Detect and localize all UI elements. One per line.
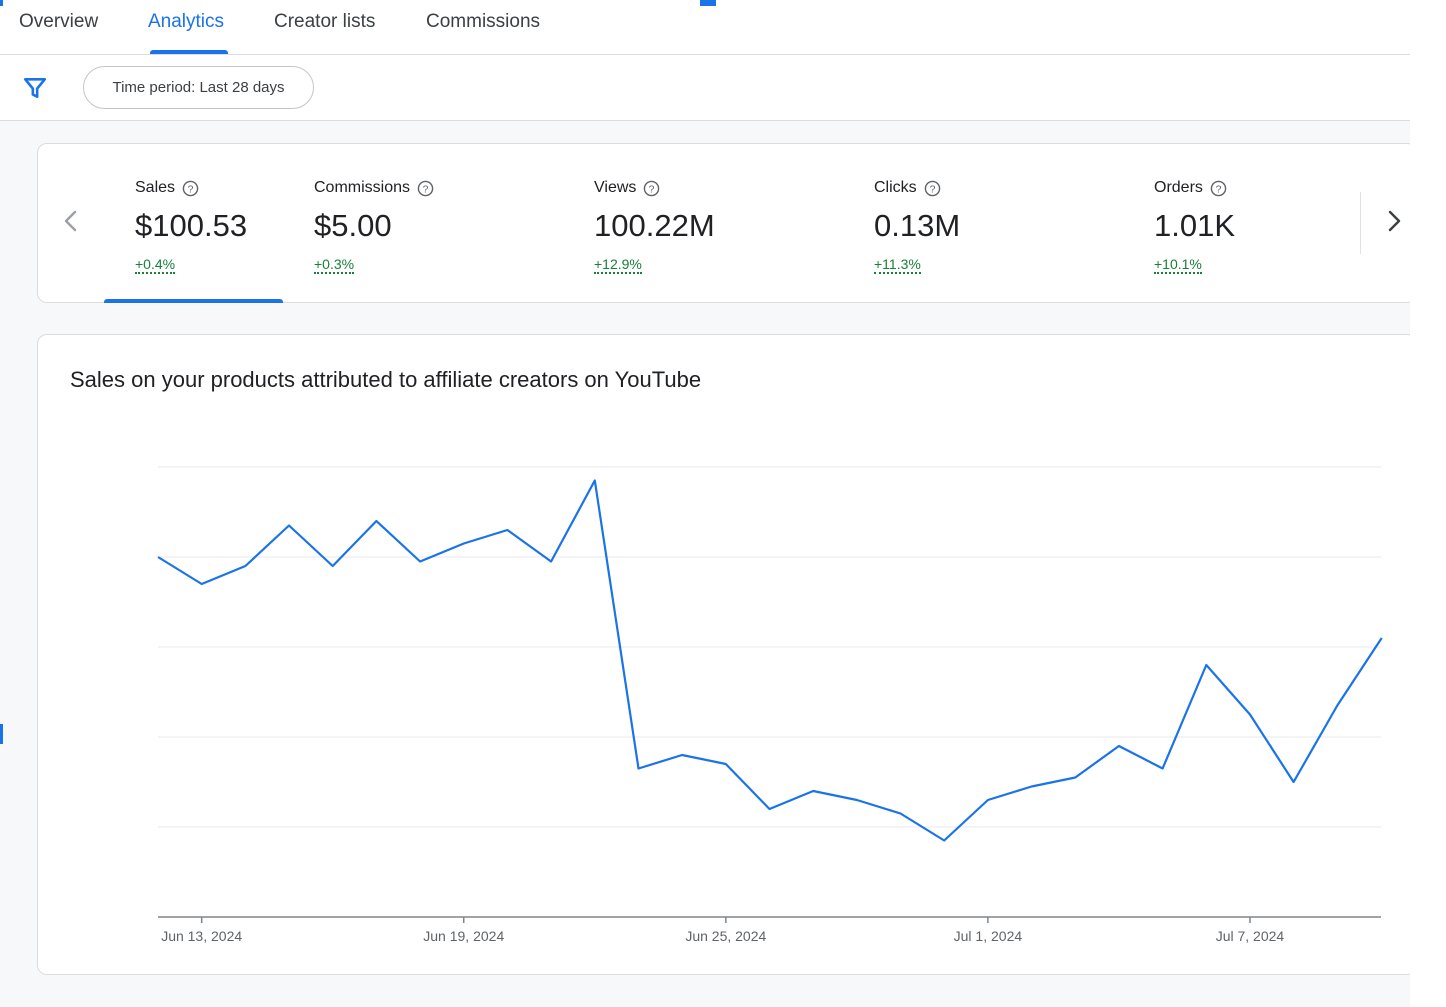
help-icon[interactable]: ? (643, 180, 660, 197)
metric-label: Orders (1154, 179, 1203, 196)
metric-label: Sales (135, 179, 176, 196)
metric-sales[interactable]: Sales ? $100.53 +0.4% (135, 178, 247, 278)
metric-label: Clicks (874, 179, 917, 196)
metric-label-row: Views ? (594, 178, 715, 198)
metric-change: +0.4% (135, 256, 176, 274)
chart-card: Sales on your products attributed to aff… (37, 334, 1417, 975)
metric-label-row: Orders ? (1154, 178, 1235, 198)
tab-creator-lists[interactable]: Creator lists (274, 11, 376, 32)
metric-views[interactable]: Views ? 100.22M +12.9% (594, 178, 715, 278)
metric-label-row: Sales ? (135, 178, 247, 198)
x-tick-label: Jun 13, 2024 (161, 928, 242, 944)
selection-handle (0, 0, 3, 6)
tab-analytics[interactable]: Analytics (148, 11, 225, 32)
filter-bar: Time period: Last 28 days (0, 55, 1410, 121)
chevron-left-icon[interactable] (58, 206, 84, 236)
metric-change: +11.3% (874, 256, 921, 274)
metric-clicks[interactable]: Clicks ? 0.13M +11.3% (874, 178, 960, 278)
right-gutter (1410, 0, 1446, 1007)
x-tick-label: Jun 25, 2024 (685, 928, 766, 944)
svg-text:?: ? (649, 184, 655, 195)
metric-change: +0.3% (314, 256, 355, 274)
metric-value: 100.22M (594, 208, 715, 243)
metric-commissions[interactable]: Commissions ? $5.00 +0.3% (314, 178, 434, 278)
tab-overview[interactable]: Overview (19, 11, 99, 32)
nav-divider (1360, 192, 1361, 254)
svg-text:?: ? (423, 184, 429, 195)
metric-label: Views (594, 179, 637, 196)
metric-value: 0.13M (874, 208, 961, 243)
svg-text:?: ? (929, 184, 935, 195)
sales-line-chart: Jun 13, 2024 Jun 19, 2024 Jun 25, 2024 Jul … (157, 466, 1383, 944)
selection-handle (0, 724, 3, 744)
chart-title: Sales on your products attributed to aff… (70, 367, 702, 392)
metric-value: 1.01K (1154, 208, 1236, 243)
help-icon[interactable]: ? (182, 180, 199, 197)
help-icon[interactable]: ? (924, 180, 941, 197)
chevron-right-icon[interactable] (1381, 206, 1407, 236)
time-period-chip[interactable]: Time period: Last 28 days (83, 66, 314, 109)
metric-value: $5.00 (314, 208, 392, 243)
x-tick-label: Jun 19, 2024 (423, 928, 504, 944)
selection-handle (700, 0, 716, 6)
svg-text:?: ? (188, 184, 194, 195)
tab-bar: Overview Analytics Creator lists Commiss… (0, 0, 1410, 55)
metric-label-row: Clicks ? (874, 178, 960, 198)
metric-change: +12.9% (594, 256, 642, 274)
metric-orders[interactable]: Orders ? 1.01K +10.1% (1154, 178, 1235, 278)
help-icon[interactable]: ? (1210, 180, 1227, 197)
x-tick-label: Jul 7, 2024 (1216, 928, 1285, 944)
active-tab-indicator (150, 50, 228, 54)
selected-metric-indicator (104, 299, 283, 303)
x-tick-label: Jul 1, 2024 (954, 928, 1023, 944)
main-area: Overview Analytics Creator lists Commiss… (0, 0, 1417, 975)
series-line-sales (157, 479, 1383, 842)
help-icon[interactable]: ? (417, 180, 434, 197)
metric-change: +10.1% (1154, 256, 1202, 274)
metric-label-row: Commissions ? (314, 178, 434, 198)
metric-value: $100.53 (135, 208, 248, 243)
filter-icon[interactable] (22, 75, 48, 101)
tab-commissions[interactable]: Commissions (426, 11, 541, 32)
metrics-card: Sales ? $100.53 +0.4% Commissions ? $5.0… (37, 143, 1417, 303)
metric-label: Commissions (314, 179, 411, 196)
svg-text:?: ? (1216, 184, 1222, 195)
